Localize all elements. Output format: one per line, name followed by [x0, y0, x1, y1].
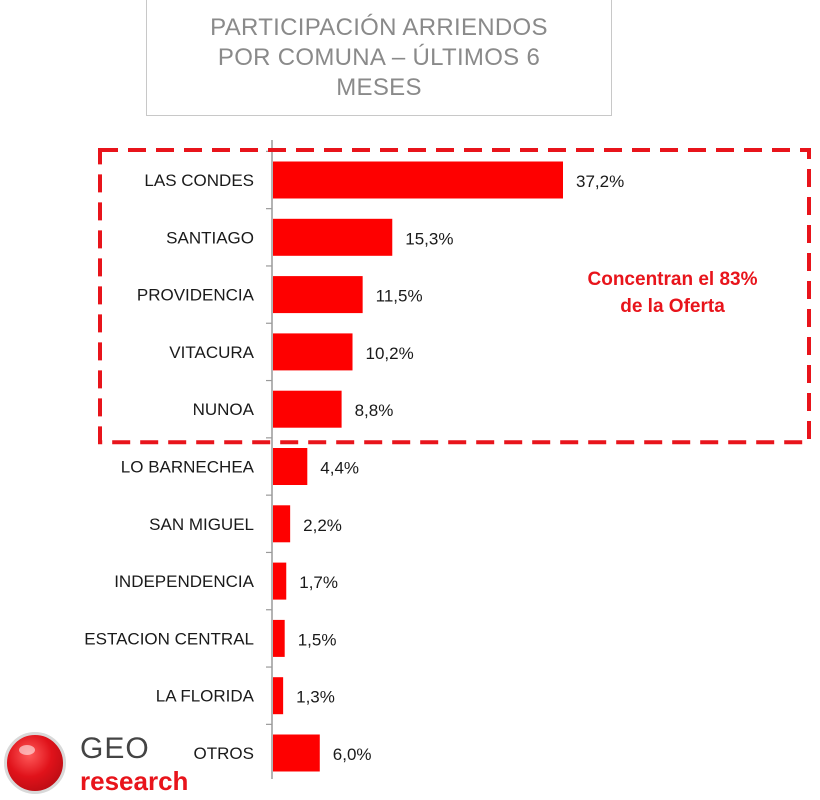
bar-lo-barnechea — [273, 448, 308, 485]
category-label: VITACURA — [169, 343, 254, 362]
value-label: 2,2% — [303, 516, 342, 535]
concentration-callout: Concentran el 83% de la Oferta — [545, 266, 800, 320]
value-label: 15,3% — [405, 229, 453, 248]
value-label: 1,5% — [298, 630, 337, 649]
bar-providencia — [273, 276, 363, 314]
bar-independencia — [273, 562, 287, 600]
category-label: SAN MIGUEL — [149, 515, 254, 534]
bar-nunoa — [273, 390, 342, 428]
chart-title: PARTICIPACIÓN ARRIENDOS POR COMUNA – ÚLT… — [210, 13, 548, 101]
bar-santiago — [273, 218, 393, 256]
category-label: NUNOA — [193, 400, 255, 419]
value-label: 1,3% — [296, 688, 335, 707]
category-label: LA FLORIDA — [156, 687, 255, 706]
geo-research-logo: GEO research — [0, 718, 220, 800]
category-label: PROVIDENCIA — [137, 286, 255, 305]
category-label: LAS CONDES — [144, 171, 254, 190]
bar-otros — [273, 734, 320, 772]
value-label: 1,7% — [299, 573, 338, 592]
logo-research-text: research — [80, 766, 189, 796]
category-label: OTROS — [194, 744, 254, 763]
callout-line-2: de la Oferta — [620, 296, 725, 317]
chart-title-box: PARTICIPACIÓN ARRIENDOS POR COMUNA – ÚLT… — [146, 0, 612, 116]
highlight-dashed-box — [98, 148, 811, 445]
bar-vitacura — [273, 333, 353, 371]
callout-line-1: Concentran el 83% — [587, 269, 758, 290]
value-label: 8,8% — [355, 401, 394, 420]
logo-geo-text: GEO — [80, 732, 150, 765]
value-label: 4,4% — [320, 459, 359, 478]
category-label: SANTIAGO — [166, 228, 254, 247]
category-label: INDEPENDENCIA — [114, 572, 254, 591]
bar-la-florida — [273, 677, 284, 715]
value-label: 37,2% — [576, 172, 624, 191]
value-label: 6,0% — [333, 745, 372, 764]
value-label: 10,2% — [366, 344, 414, 363]
bar-san-miguel — [273, 505, 291, 543]
bar-las-condes — [273, 161, 563, 199]
value-label: 11,5% — [376, 287, 423, 306]
bar-estacion-central — [273, 619, 285, 657]
category-label: LO BARNECHEA — [121, 458, 255, 477]
category-label: ESTACION CENTRAL — [84, 629, 254, 648]
logo-circle-icon — [4, 732, 66, 794]
